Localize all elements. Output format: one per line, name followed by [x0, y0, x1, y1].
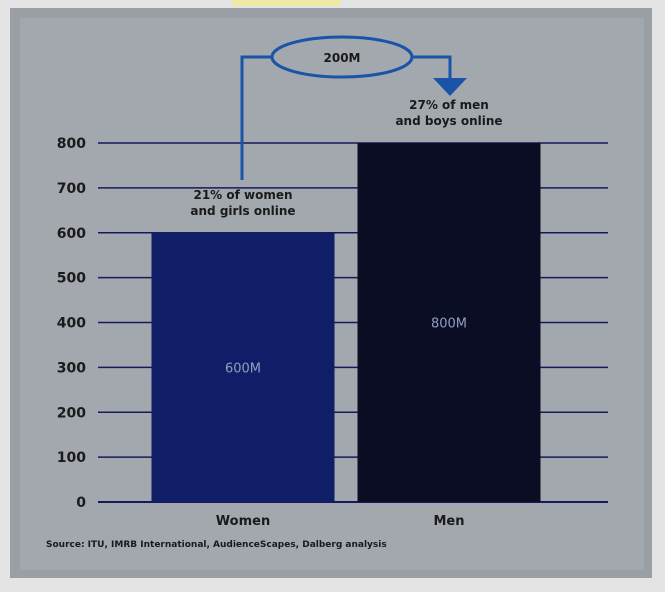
difference-arrowhead	[433, 78, 467, 96]
bars	[151, 143, 541, 502]
bar-women	[151, 232, 335, 502]
x-category-men: Men	[433, 514, 464, 529]
y-tick-label-700: 700	[57, 181, 86, 197]
difference-connector-right	[412, 55, 452, 78]
y-axis-ticks: 0 100 200 300 400 500 600 700 800	[57, 136, 86, 511]
difference-callout: 200M	[240, 35, 467, 180]
y-tick-label-200: 200	[57, 405, 86, 421]
y-tick-label-300: 300	[57, 360, 86, 376]
annotation-men-line-2: and boys online	[395, 114, 502, 128]
annotation-men-line-1: 27% of men	[409, 98, 489, 112]
x-category-women: Women	[216, 514, 270, 529]
difference-ellipse	[270, 35, 414, 79]
annotation-women-line-1: 21% of women	[193, 188, 292, 202]
y-tick-label-500: 500	[57, 271, 86, 287]
bar-annotations: 21% of women and girls online 27% of men an…	[190, 98, 502, 218]
difference-label: 200M	[324, 51, 361, 65]
x-axis-categories: Women Men	[216, 514, 465, 529]
bar-value-labels: 600M 800M	[225, 317, 467, 377]
y-tick-label-600: 600	[57, 226, 86, 242]
difference-connector-left	[240, 55, 272, 180]
bar-men	[357, 143, 541, 502]
bar-value-label-men: 800M	[431, 317, 467, 332]
annotation-women-line-2: and girls online	[190, 204, 295, 218]
source-note: Source: ITU, IMRB International, Audienc…	[46, 540, 387, 550]
y-tick-label-100: 100	[57, 450, 86, 466]
top-accent-bar	[232, 0, 340, 6]
y-tick-label-400: 400	[57, 316, 86, 332]
y-tick-label-800: 800	[57, 136, 86, 152]
bar-value-label-women: 600M	[225, 361, 261, 376]
y-tick-label-0: 0	[76, 495, 86, 511]
